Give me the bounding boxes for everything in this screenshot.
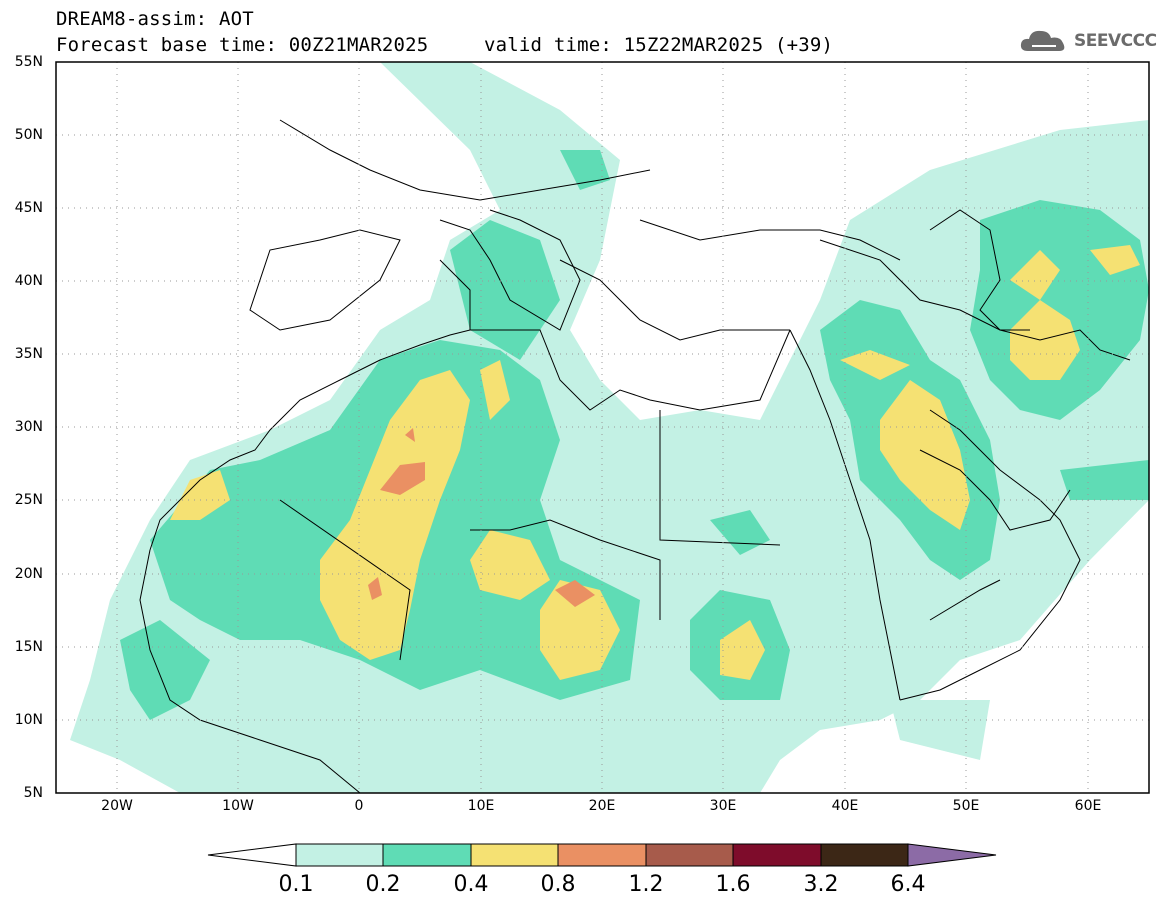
aot-level-0.8 xyxy=(368,428,595,607)
colorbar-label: 1.6 xyxy=(715,872,751,897)
lon-label: 60E xyxy=(1074,798,1102,814)
lon-label: 10E xyxy=(467,798,495,814)
colorbar-bin-7 xyxy=(820,843,909,867)
colorbar-bin-4 xyxy=(557,843,647,867)
colorbar-bin-3 xyxy=(470,843,559,867)
lon-label: 30E xyxy=(709,798,737,814)
colorbar-bin-2 xyxy=(382,843,472,867)
valid-time: valid time: 15Z22MAR2025 (+39) xyxy=(484,34,834,56)
lat-label: 55N xyxy=(14,54,43,70)
lat-label: 45N xyxy=(14,200,43,216)
colorbar-label: 0.8 xyxy=(540,872,576,897)
colorbar-label: 1.2 xyxy=(628,872,664,897)
coastlines xyxy=(139,119,1131,793)
lat-label: 20N xyxy=(14,566,43,582)
lat-label: 50N xyxy=(14,127,43,143)
colorbar-label: 6.4 xyxy=(890,872,926,897)
aot-level-0.4 xyxy=(170,245,1140,680)
colorbar-bin-1 xyxy=(295,843,384,867)
map-frame xyxy=(55,61,1150,794)
aot-field xyxy=(70,62,1149,793)
graticule xyxy=(56,62,1149,793)
lat-label: 35N xyxy=(14,346,43,362)
lon-label: 20W xyxy=(101,798,133,814)
seevccc-logo: SEEVCCC xyxy=(1018,26,1158,56)
colorbar xyxy=(207,843,997,867)
lat-label: 25N xyxy=(14,492,43,508)
lon-label: 20E xyxy=(588,798,616,814)
map-title: DREAM8-assim: AOT xyxy=(56,8,254,30)
lat-label: 40N xyxy=(14,273,43,289)
colorbar-over xyxy=(907,843,997,867)
colorbar-label: 0.1 xyxy=(278,872,314,897)
colorbar-bin-6 xyxy=(732,843,822,867)
colorbar-bin-5 xyxy=(645,843,734,867)
lon-label: 50E xyxy=(952,798,980,814)
logo-text: SEEVCCC xyxy=(1074,31,1157,51)
lon-label: 40E xyxy=(831,798,859,814)
colorbar-label: 3.2 xyxy=(803,872,839,897)
lat-label: 5N xyxy=(23,785,43,801)
lon-label: 10W xyxy=(222,798,254,814)
cloud-icon xyxy=(1020,30,1065,51)
lon-label: 0 xyxy=(354,798,364,814)
lat-label: 15N xyxy=(14,639,43,655)
colorbar-under xyxy=(207,843,297,867)
colorbar-label: 0.4 xyxy=(453,872,489,897)
lat-label: 10N xyxy=(14,712,43,728)
lat-label: 30N xyxy=(14,419,43,435)
forecast-base-time: Forecast base time: 00Z21MAR2025 xyxy=(56,34,429,56)
colorbar-label: 0.2 xyxy=(365,872,401,897)
